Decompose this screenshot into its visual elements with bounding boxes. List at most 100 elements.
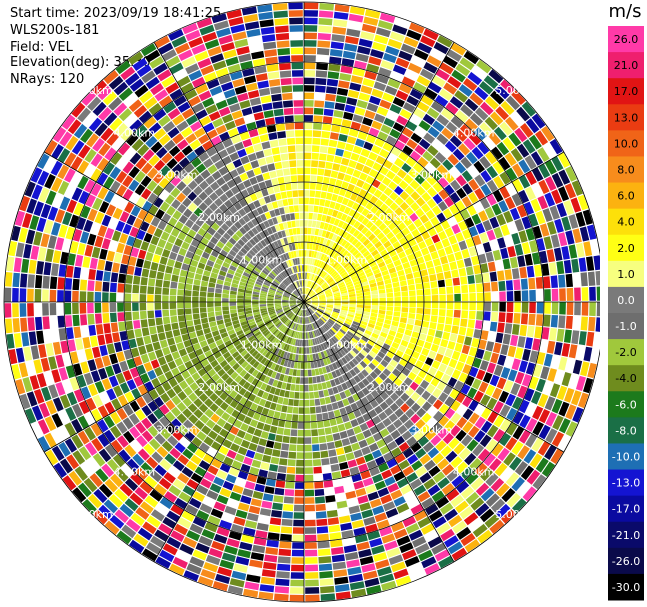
velocity-gate xyxy=(295,250,300,258)
velocity-gate xyxy=(30,167,43,183)
velocity-gate xyxy=(164,224,174,234)
velocity-gate xyxy=(285,260,291,268)
velocity-gate xyxy=(507,369,518,382)
velocity-gate xyxy=(476,283,484,293)
velocity-gate xyxy=(54,209,66,223)
velocity-gate xyxy=(423,288,431,296)
velocity-gate xyxy=(322,358,328,366)
velocity-gate xyxy=(395,397,405,408)
velocity-gate xyxy=(388,413,398,423)
velocity-gate xyxy=(461,248,470,259)
velocity-gate xyxy=(212,330,220,337)
velocity-gate xyxy=(510,334,519,347)
velocity-gate xyxy=(193,318,201,326)
velocity-gate xyxy=(217,343,226,351)
velocity-gate xyxy=(279,246,285,254)
velocity-gate xyxy=(194,324,203,331)
velocity-gate xyxy=(498,390,509,403)
velocity-gate xyxy=(446,309,454,317)
velocity-gate xyxy=(363,516,376,526)
velocity-gate xyxy=(317,168,325,176)
velocity-gate xyxy=(302,287,304,294)
velocity-gate xyxy=(450,192,461,204)
velocity-gate xyxy=(135,467,149,480)
velocity-gate xyxy=(246,169,255,179)
velocity-gate xyxy=(369,336,377,343)
velocity-gate xyxy=(215,434,225,445)
velocity-gate xyxy=(372,41,387,52)
velocity-gate xyxy=(239,198,248,208)
velocity-gate xyxy=(341,222,349,230)
velocity-gate xyxy=(283,261,289,269)
velocity-gate xyxy=(325,322,332,328)
velocity-gate xyxy=(407,342,416,351)
velocity-gate xyxy=(485,96,499,110)
velocity-gate xyxy=(254,267,261,274)
velocity-gate xyxy=(341,231,349,239)
velocity-gate xyxy=(437,427,449,439)
velocity-gate xyxy=(224,340,233,347)
velocity-gate xyxy=(496,141,510,156)
velocity-gate xyxy=(115,170,128,184)
velocity-gate xyxy=(316,310,323,315)
velocity-gate xyxy=(283,206,290,214)
velocity-gate xyxy=(401,227,411,236)
velocity-gate xyxy=(315,243,320,251)
velocity-gate xyxy=(252,412,261,421)
velocity-gate xyxy=(405,273,414,280)
velocity-gate xyxy=(185,376,195,386)
velocity-gate xyxy=(519,266,528,279)
velocity-gate xyxy=(215,339,224,346)
velocity-gate xyxy=(308,384,314,392)
velocity-gate xyxy=(312,243,317,251)
velocity-gate xyxy=(436,272,445,281)
velocity-gate xyxy=(298,288,302,295)
velocity-gate xyxy=(251,326,259,332)
velocity-gate xyxy=(525,186,536,201)
velocity-gate xyxy=(314,198,320,206)
velocity-gate xyxy=(207,302,214,308)
velocity-gate xyxy=(535,314,544,326)
velocity-gate xyxy=(451,325,459,334)
velocity-gate xyxy=(308,281,312,288)
velocity-gate xyxy=(322,254,328,262)
velocity-gate xyxy=(317,541,330,549)
velocity-gate xyxy=(159,549,175,563)
velocity-gate xyxy=(309,290,314,296)
velocity-gate xyxy=(361,509,374,519)
velocity-gate xyxy=(436,133,449,145)
velocity-gate xyxy=(230,443,240,453)
velocity-gate xyxy=(57,180,70,195)
velocity-gate xyxy=(400,43,416,55)
velocity-gate xyxy=(485,384,496,397)
velocity-gate xyxy=(412,536,427,548)
velocity-gate xyxy=(392,122,405,133)
velocity-gate xyxy=(169,302,177,309)
velocity-gate xyxy=(369,95,381,106)
velocity-gate xyxy=(508,132,522,147)
velocity-gate xyxy=(577,194,589,211)
velocity-gate xyxy=(431,302,439,309)
velocity-gate xyxy=(172,329,181,337)
velocity-gate xyxy=(480,488,495,502)
velocity-gate xyxy=(229,215,238,224)
velocity-gate xyxy=(163,139,176,152)
velocity-gate xyxy=(222,302,229,307)
velocity-gate xyxy=(304,369,308,377)
velocity-gate xyxy=(304,302,306,309)
velocity-gate xyxy=(558,186,570,202)
velocity-gate xyxy=(526,325,535,338)
velocity-gate xyxy=(277,563,291,571)
velocity-gate xyxy=(186,479,199,490)
velocity-gate xyxy=(387,78,401,89)
velocity-gate xyxy=(415,185,426,196)
velocity-gate xyxy=(92,394,104,408)
velocity-gate xyxy=(514,347,524,360)
velocity-gate xyxy=(123,245,133,256)
velocity-gate xyxy=(371,290,378,295)
velocity-gate xyxy=(531,183,543,198)
velocity-gate xyxy=(87,359,97,372)
velocity-gate xyxy=(488,331,496,342)
velocity-gate xyxy=(57,277,65,290)
velocity-gate xyxy=(319,296,326,299)
